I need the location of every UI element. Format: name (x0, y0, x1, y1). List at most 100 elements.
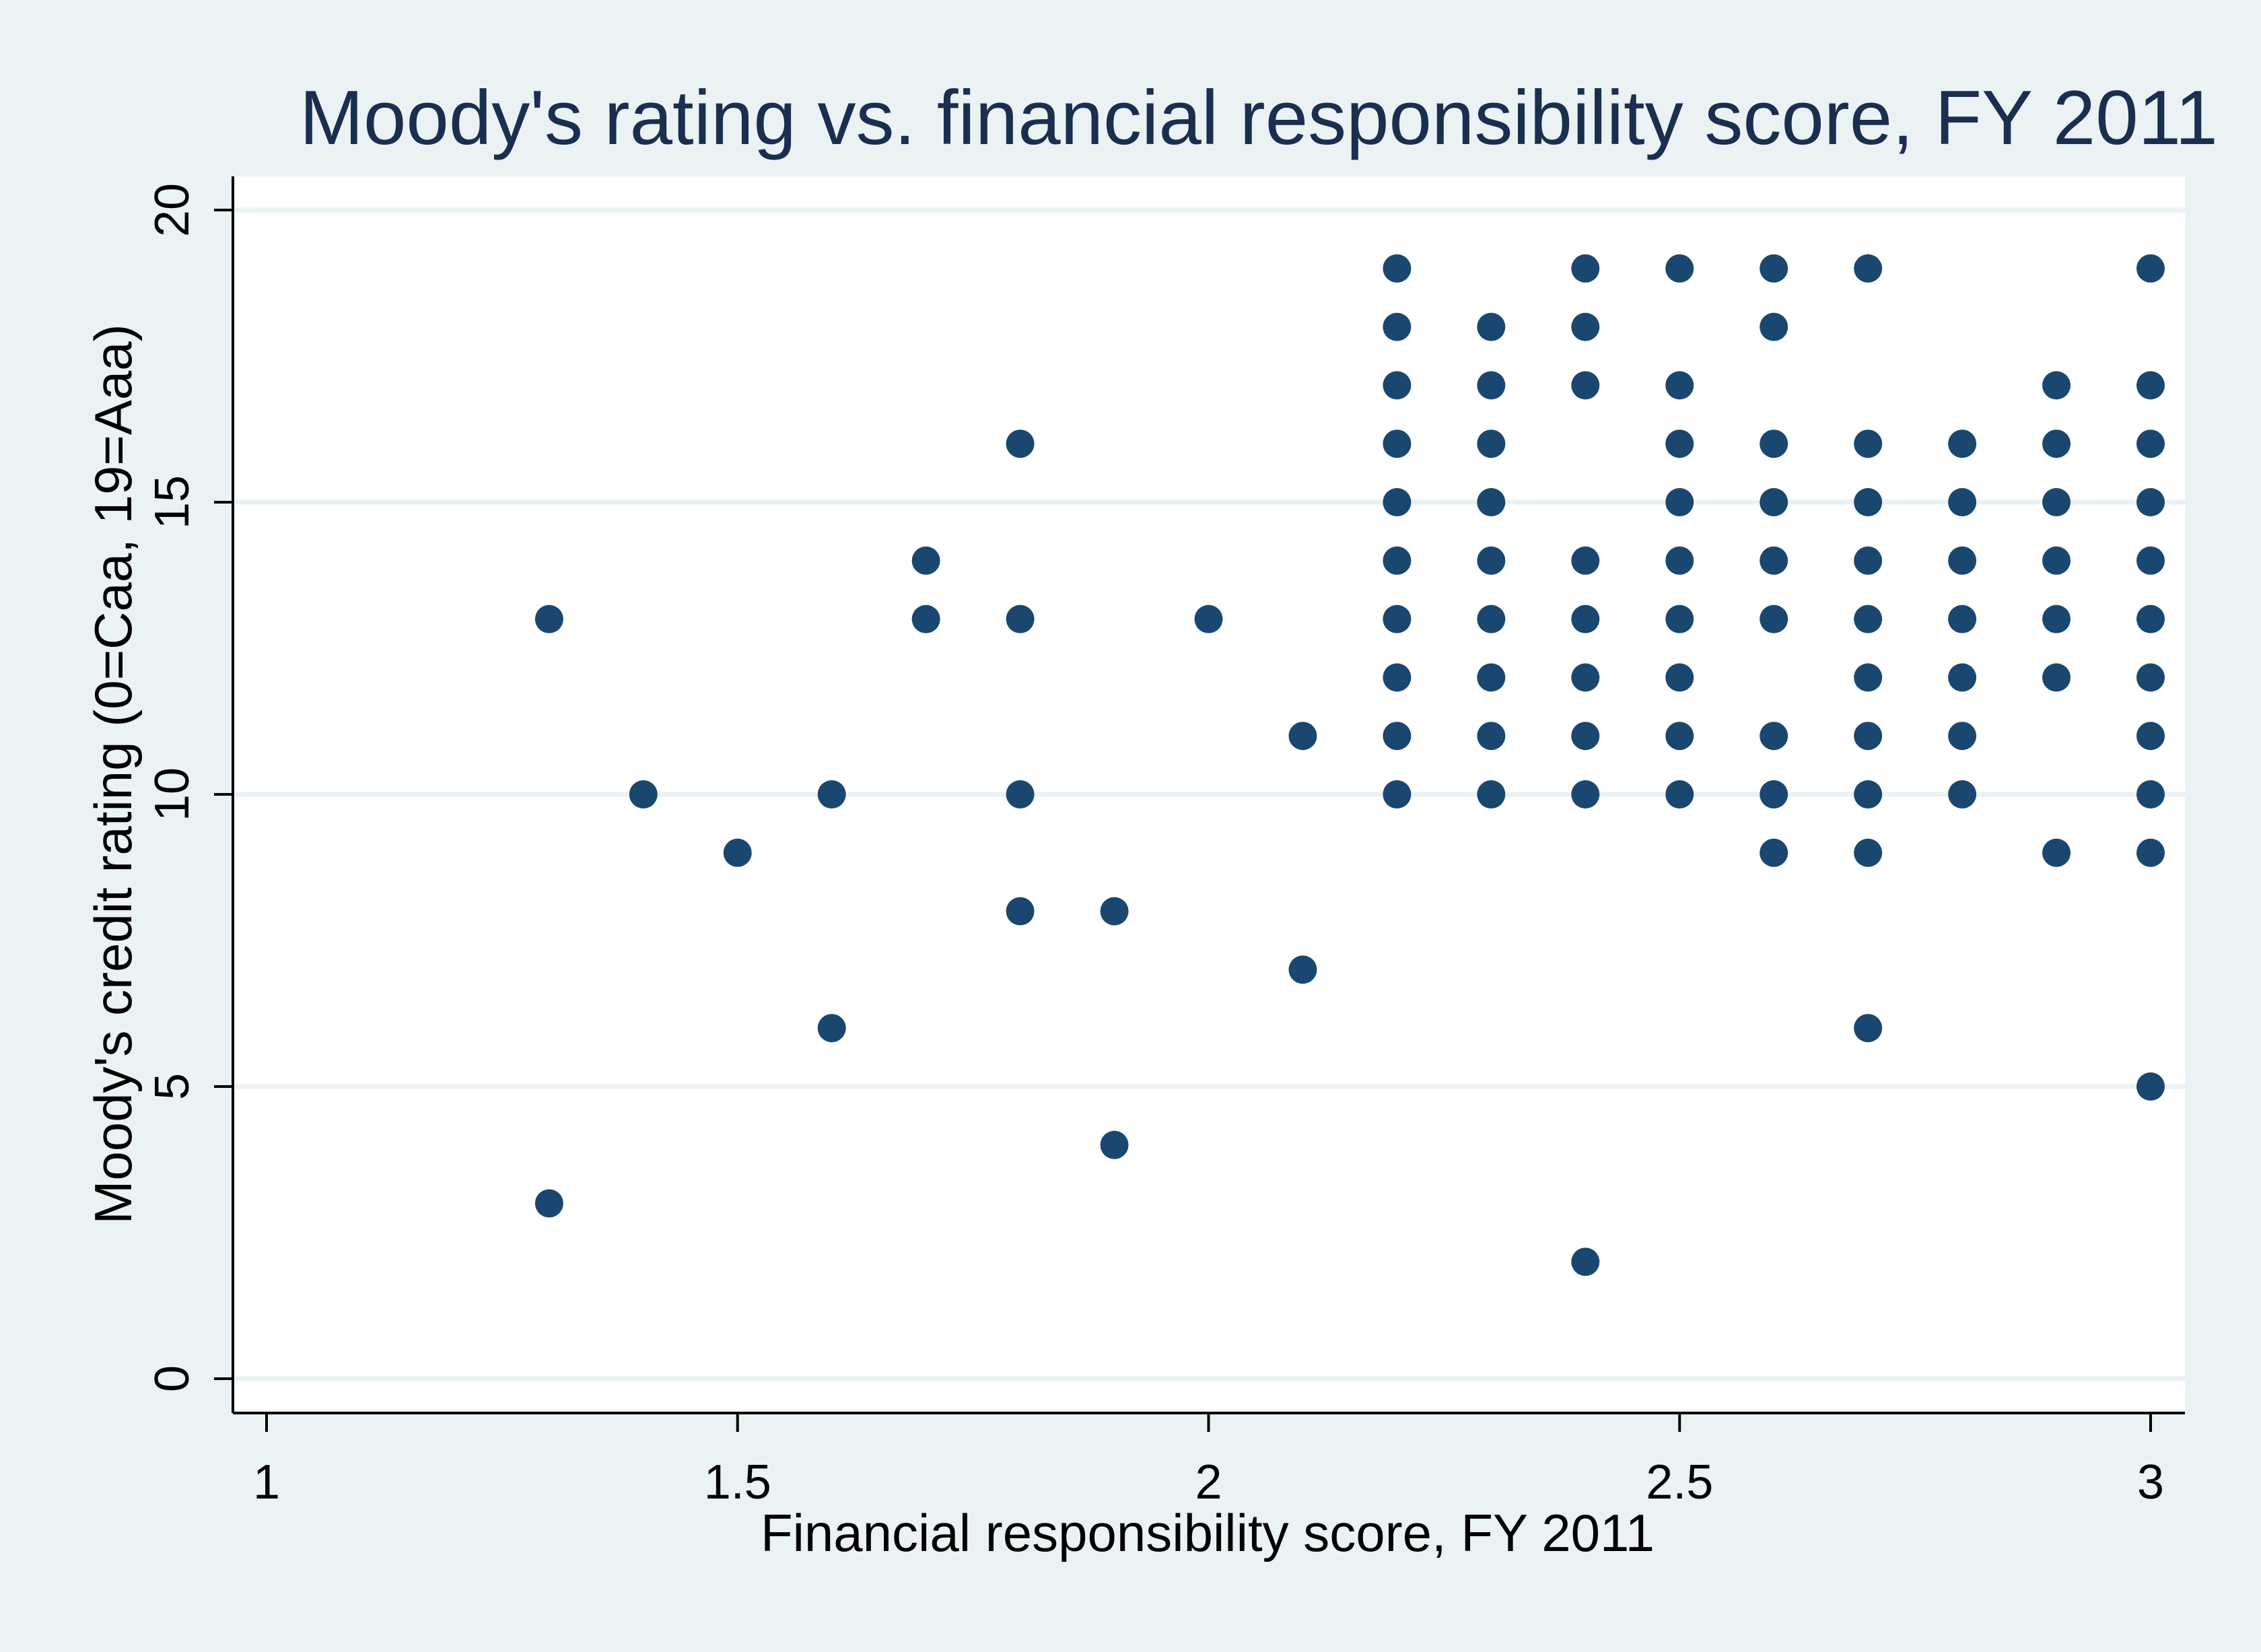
data-points (534, 254, 2165, 1276)
y-tick-label: 10 (145, 767, 199, 821)
data-point (1571, 371, 1600, 400)
data-point (2136, 546, 2165, 575)
data-point (1854, 780, 1883, 808)
data-point (534, 1189, 563, 1218)
data-point (723, 838, 752, 867)
data-point (1571, 663, 1600, 692)
data-point (1477, 722, 1506, 751)
data-point (2136, 663, 2165, 692)
data-point (2042, 371, 2071, 400)
data-point (1383, 312, 1412, 341)
data-point (2136, 838, 2165, 867)
data-point (2042, 546, 2071, 575)
data-point (2136, 780, 2165, 808)
data-point (1948, 605, 1977, 633)
data-point (1854, 663, 1883, 692)
data-point (1665, 488, 1694, 516)
data-point (817, 780, 846, 808)
data-point (534, 605, 563, 633)
data-point (2136, 371, 2165, 400)
data-point (1383, 780, 1412, 808)
data-point (1665, 605, 1694, 633)
data-point (2042, 663, 2071, 692)
data-point (1477, 312, 1506, 341)
data-point (1477, 663, 1506, 692)
data-point (1948, 722, 1977, 751)
data-point (1854, 838, 1883, 867)
data-point (1665, 780, 1694, 808)
data-point (629, 780, 658, 808)
data-point (1948, 488, 1977, 516)
data-point (1571, 254, 1600, 283)
data-point (1854, 1014, 1883, 1043)
data-point (1383, 254, 1412, 283)
data-point (2136, 488, 2165, 516)
data-point (1854, 254, 1883, 283)
data-point (1477, 546, 1506, 575)
x-tick-label: 2 (1195, 1455, 1222, 1509)
y-tick-label: 15 (145, 475, 199, 529)
x-axis-title: Financial responsibility score, FY 2011 (761, 1503, 1655, 1562)
data-point (1665, 546, 1694, 575)
data-point (1006, 605, 1035, 633)
x-tick-label: 3 (2137, 1455, 2164, 1509)
data-point (911, 605, 940, 633)
data-point (1383, 605, 1412, 633)
data-point (1948, 546, 1977, 575)
data-point (1100, 897, 1129, 926)
data-point (2136, 1072, 2165, 1101)
data-point (2136, 429, 2165, 458)
data-point (1665, 254, 1694, 283)
data-point (1948, 663, 1977, 692)
y-tick-label: 20 (145, 183, 199, 237)
data-point (1100, 1130, 1129, 1159)
data-point (1665, 722, 1694, 751)
data-point (1477, 429, 1506, 458)
data-point (2042, 488, 2071, 516)
x-tick-label: 1 (253, 1455, 280, 1509)
x-tick-label: 2.5 (1646, 1455, 1713, 1509)
data-point (1854, 722, 1883, 751)
data-point (1760, 546, 1788, 575)
data-point (1477, 780, 1506, 808)
data-point (1760, 312, 1788, 341)
data-point (1383, 371, 1412, 400)
data-point (1477, 371, 1506, 400)
data-point (1760, 254, 1788, 283)
data-point (1571, 605, 1600, 633)
y-tick-label: 5 (145, 1073, 199, 1100)
data-point (1854, 488, 1883, 516)
data-point (1854, 429, 1883, 458)
x-tick-label: 1.5 (704, 1455, 771, 1509)
data-point (1383, 663, 1412, 692)
data-point (1477, 488, 1506, 516)
data-point (911, 546, 940, 575)
data-point (1288, 955, 1317, 984)
data-point (1948, 780, 1977, 808)
data-point (2136, 722, 2165, 751)
data-point (1383, 429, 1412, 458)
axes: 0 5 10 15 20 1 1.5 2 2.5 3 (145, 176, 2185, 1509)
data-point (1194, 605, 1223, 633)
data-point (1006, 780, 1035, 808)
data-point (1760, 429, 1788, 458)
data-point (1288, 722, 1317, 751)
data-point (2042, 605, 2071, 633)
data-point (2042, 429, 2071, 458)
data-point (1854, 546, 1883, 575)
data-point (1383, 722, 1412, 751)
data-point (2042, 838, 2071, 867)
data-point (1006, 897, 1035, 926)
data-point (1665, 429, 1694, 458)
data-point (1006, 429, 1035, 458)
data-point (1665, 371, 1694, 400)
data-point (1948, 429, 1977, 458)
data-point (1760, 780, 1788, 808)
data-point (1571, 722, 1600, 751)
data-point (817, 1014, 846, 1043)
data-point (1383, 488, 1412, 516)
data-point (1760, 838, 1788, 867)
data-point (1760, 722, 1788, 751)
data-point (1571, 1247, 1600, 1276)
